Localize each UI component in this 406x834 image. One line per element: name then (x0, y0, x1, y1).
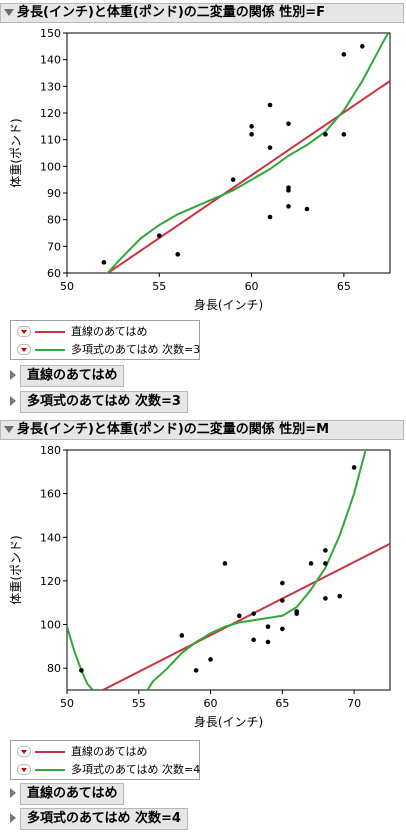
red-triangle-menu-icon[interactable] (17, 764, 31, 775)
x-tick-label: 55 (132, 697, 146, 710)
x-tick-label: 65 (275, 697, 289, 710)
data-point (337, 593, 343, 599)
linear-swatch (35, 751, 65, 753)
data-point (249, 124, 254, 129)
x-tick-label: 65 (337, 280, 351, 293)
section-title: 身長(インチ)と体重(ポンド)の二変量の関係 性別=M (17, 422, 330, 437)
data-point (265, 639, 271, 645)
disclosure-closed-icon[interactable] (10, 370, 16, 380)
legend-item-linear[interactable]: 直線のあてはめ (17, 744, 197, 760)
data-point (286, 121, 291, 126)
data-point (280, 580, 285, 586)
data-point (222, 561, 228, 566)
poly-swatch (35, 769, 65, 771)
data-point (208, 657, 213, 662)
plot-frame (66, 32, 391, 274)
section-title: 身長(インチ)と体重(ポンド)の二変量の関係 性別=F (17, 5, 326, 20)
legend-item-poly[interactable]: 多項式のあてはめ 次数=4 (17, 762, 200, 778)
legend-item-poly[interactable]: 多項式のあてはめ 次数=3 (17, 342, 200, 358)
data-point (230, 177, 236, 182)
x-tick-label: 55 (152, 280, 166, 293)
x-tick-label: 50 (60, 697, 74, 710)
data-point (251, 611, 256, 616)
data-point (236, 613, 242, 619)
y-tick-label: 100 (40, 619, 61, 632)
y-tick-label: 60 (47, 267, 61, 280)
data-point (304, 206, 310, 212)
data-point (249, 132, 254, 137)
y-tick-label: 110 (40, 134, 61, 147)
data-point (251, 637, 256, 643)
data-point (101, 260, 107, 265)
y-tick-label: 80 (47, 214, 61, 227)
scatter-chart-female: 50 55 60 65 60 70 80 90 100 110 120 130 140 150 身長(インチ… (9, 27, 391, 312)
data-point (351, 465, 357, 470)
y-tick-label: 120 (40, 575, 61, 588)
data-point (308, 561, 314, 566)
data-point (280, 598, 285, 603)
data-point (323, 561, 328, 566)
red-triangle-menu-icon[interactable] (17, 326, 31, 337)
x-tick-label: 70 (347, 697, 361, 710)
y-tick-label: 130 (40, 80, 61, 93)
plot-area (67, 450, 390, 690)
y-tick-label: 120 (40, 107, 61, 120)
data-point (265, 624, 271, 630)
plot-frame (66, 449, 391, 691)
data-point (323, 596, 328, 601)
y-tick-label: 90 (47, 187, 61, 200)
data-point (294, 611, 299, 616)
x-tick-label: 50 (60, 280, 74, 293)
data-point (360, 44, 365, 49)
y-tick-label: 70 (47, 240, 61, 253)
red-triangle-menu-icon[interactable] (17, 344, 31, 355)
section-header-female[interactable]: 身長(インチ)と体重(ポンド)の二変量の関係 性別=F (0, 3, 404, 23)
y-axis-label: 体重(ポンド) (9, 118, 23, 187)
y-tick-label: 180 (40, 444, 61, 457)
data-point (286, 188, 291, 193)
x-axis-label: 身長(インチ) (194, 714, 263, 729)
linear-swatch (35, 331, 65, 333)
poly-fit-curve (106, 33, 390, 273)
disclosure-closed-icon[interactable] (10, 788, 16, 798)
legend-item-linear[interactable]: 直線のあてはめ (17, 324, 197, 340)
section-header-male[interactable]: 身長(インチ)と体重(ポンド)の二変量の関係 性別=M (0, 420, 404, 440)
x-tick-label: 60 (245, 280, 259, 293)
data-point (79, 668, 84, 673)
data-point (280, 626, 285, 632)
disclosure-open-icon[interactable] (4, 9, 14, 16)
data-point (286, 204, 291, 209)
x-axis-label: 身長(インチ) (194, 297, 263, 312)
data-point (175, 252, 181, 257)
y-tick-label: 140 (40, 531, 61, 544)
scatter-chart-male: 50 55 60 65 70 80 100 120 140 160 180 身長(インチ) 体重(ポンド… (9, 444, 391, 729)
data-point (341, 52, 347, 57)
data-point (323, 132, 328, 137)
disclosure-closed-icon[interactable] (10, 813, 16, 823)
poly-swatch (35, 349, 65, 351)
y-tick-label: 160 (40, 488, 61, 501)
red-triangle-menu-icon[interactable] (17, 746, 31, 757)
legend-male: 直線のあてはめ 多項式のあてはめ 次数=4 (10, 740, 200, 780)
y-tick-label: 100 (40, 160, 61, 173)
linear-fit-line (102, 542, 390, 690)
data-point (267, 102, 273, 108)
y-tick-label: 80 (47, 662, 61, 675)
data-point (179, 633, 185, 638)
data-point (323, 548, 328, 553)
y-tick-label: 150 (40, 27, 61, 40)
data-point (267, 145, 273, 150)
data-point (341, 132, 347, 137)
plot-area (101, 33, 390, 273)
data-point (267, 214, 273, 220)
poly-fit-curve (146, 450, 367, 690)
y-tick-label: 140 (40, 54, 61, 67)
y-axis-label: 体重(ポンド) (9, 535, 23, 604)
data-point (193, 668, 199, 673)
data-point (156, 233, 162, 238)
legend-female: 直線のあてはめ 多項式のあてはめ 次数=3 (10, 320, 200, 360)
disclosure-closed-icon[interactable] (10, 396, 16, 406)
x-tick-label: 60 (204, 697, 218, 710)
disclosure-open-icon[interactable] (4, 426, 14, 433)
